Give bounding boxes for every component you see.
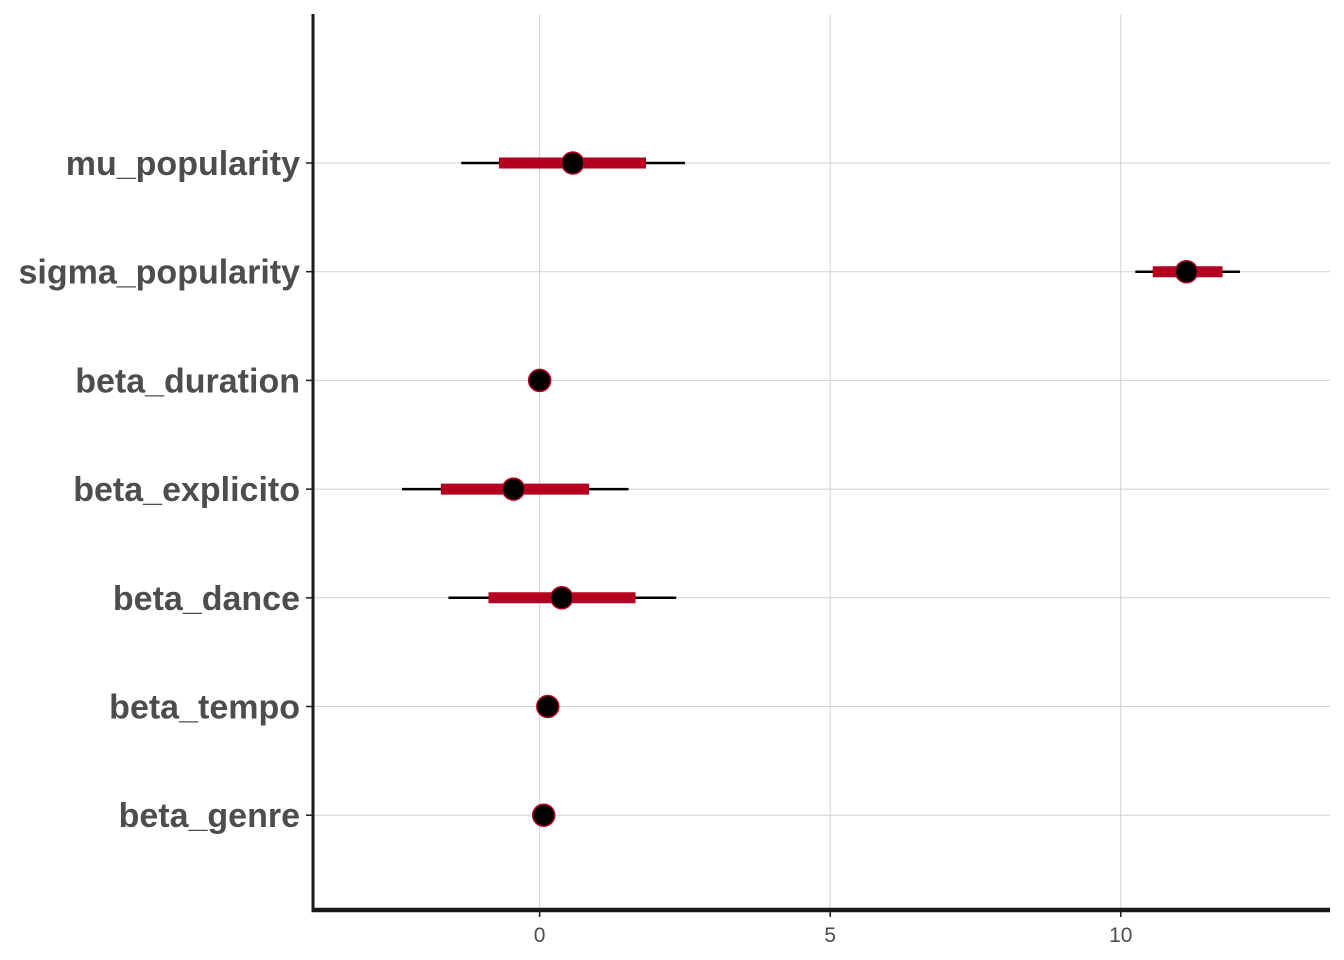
param-label-beta-tempo: beta_tempo (109, 689, 300, 727)
point-estimate (536, 694, 560, 719)
param-label-beta-genre: beta_genre (119, 797, 300, 835)
param-label-sigma-popularity: sigma_popularity (18, 254, 300, 292)
point-estimate (549, 586, 574, 610)
point-estimate (501, 477, 526, 501)
grid-layer (313, 14, 1330, 910)
param-label-mu-popularity: mu_popularity (66, 145, 300, 183)
x-tick-label: 10 (1109, 924, 1132, 947)
param-label-beta-explicito: beta_explicito (73, 471, 300, 509)
tick-layer (306, 162, 1122, 917)
param-label-beta-dance: beta_dance (113, 580, 300, 618)
axis-layer (311, 14, 1330, 913)
mark-layer (401, 151, 1240, 827)
param-label-beta-duration: beta_duration (75, 362, 300, 400)
x-tick-label: 5 (824, 924, 836, 947)
point-estimate (1174, 259, 1199, 284)
point-estimate (531, 803, 556, 827)
label-layer: 0 5 10 mu_popularity sigma_popularity beta_du… (18, 145, 1132, 947)
x-tick-label: 0 (534, 924, 546, 947)
point-estimate (561, 151, 585, 175)
point-estimate (527, 368, 552, 393)
